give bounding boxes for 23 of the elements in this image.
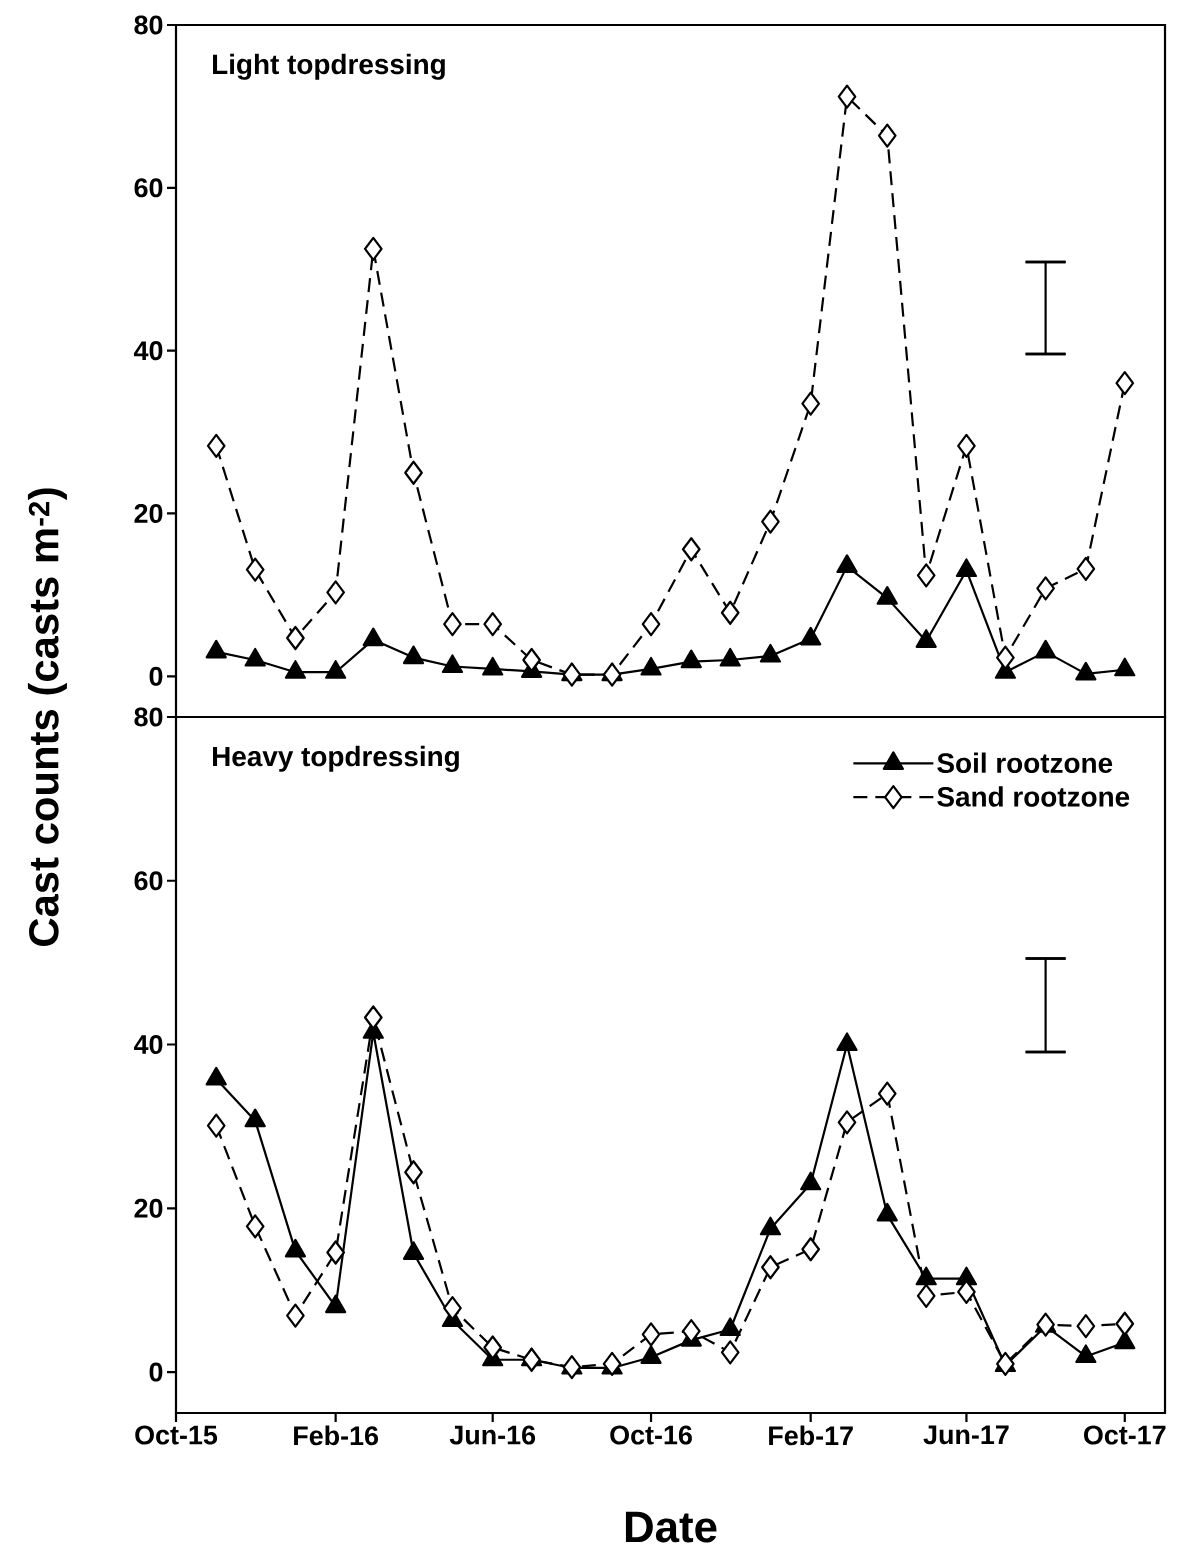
x-tick-label: Feb-17 — [769, 1425, 853, 1446]
y-tick-label: 80 — [134, 15, 163, 35]
y-tick-label: 20 — [134, 503, 163, 523]
text: Light topdressing — [213, 53, 445, 80]
x-tick-label: Oct-15 — [135, 1425, 218, 1445]
y-tick-label: 40 — [133, 341, 163, 361]
y-tick-label: 60 — [134, 178, 163, 198]
x-tick-label: Oct-16 — [610, 1425, 692, 1445]
y-tick-label: 0 — [149, 1362, 163, 1382]
y-tick-label: 60 — [134, 871, 163, 891]
x-tick-label: Oct-17 — [1084, 1425, 1166, 1445]
legend-label: Sand rootzone — [937, 786, 1130, 807]
x-axis-title: Date — [625, 1511, 717, 1543]
legend-label: Soil rootzone — [937, 752, 1113, 773]
y-tick-label: 80 — [134, 707, 163, 727]
x-tick-label: Jun-17 — [923, 1425, 1009, 1445]
y-tick-label: 20 — [134, 1198, 163, 1218]
y-tick-label: 40 — [133, 1035, 163, 1055]
text: Heavy topdressing — [213, 745, 459, 772]
y-tick-label: 0 — [149, 666, 163, 686]
x-tick-label: Jun-16 — [449, 1425, 536, 1445]
x-tick-label: Feb-16 — [294, 1425, 379, 1446]
y-axis-title: Cast counts (casts m$^{-2}$) — [27, 488, 67, 946]
